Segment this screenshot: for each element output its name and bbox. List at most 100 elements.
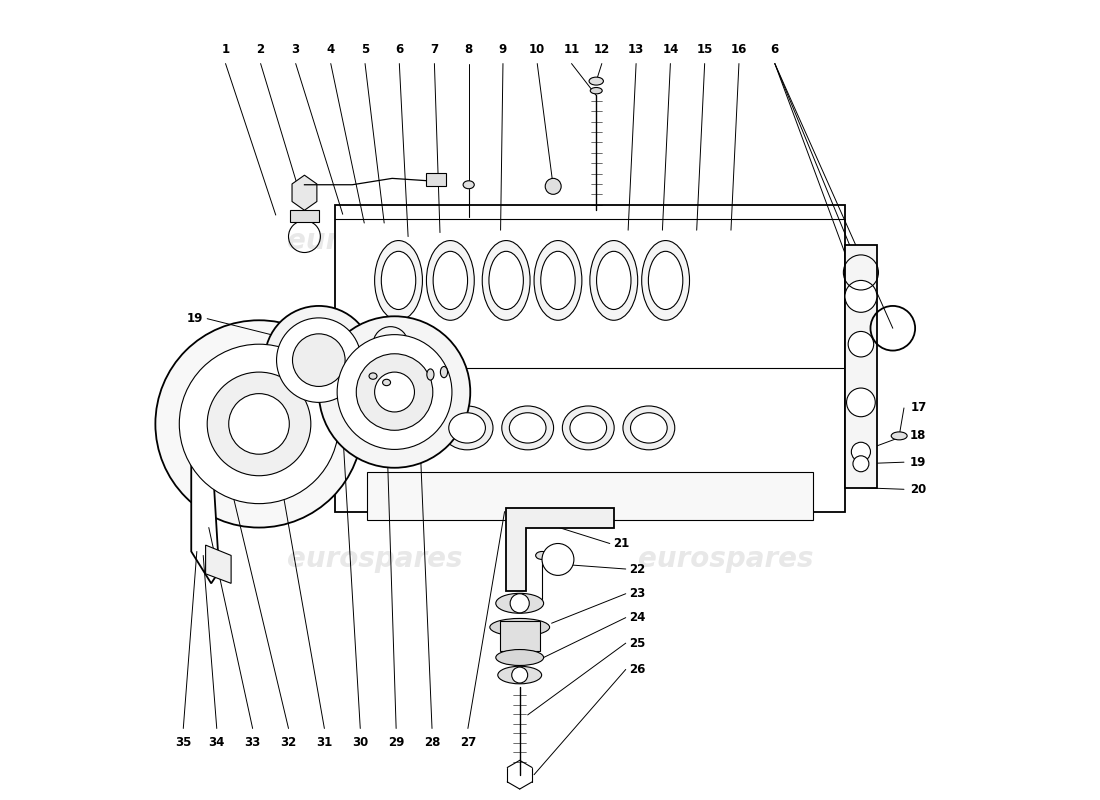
Polygon shape [191, 396, 219, 583]
Ellipse shape [449, 413, 485, 443]
Circle shape [852, 456, 869, 472]
Ellipse shape [388, 413, 425, 443]
Ellipse shape [623, 406, 674, 450]
Ellipse shape [641, 241, 690, 320]
Text: 8: 8 [464, 42, 473, 56]
Ellipse shape [383, 379, 390, 386]
Ellipse shape [375, 241, 422, 320]
Circle shape [337, 334, 452, 450]
Ellipse shape [441, 406, 493, 450]
Ellipse shape [541, 251, 575, 310]
Ellipse shape [502, 406, 553, 450]
Text: 3: 3 [292, 42, 299, 56]
Ellipse shape [648, 251, 683, 310]
Circle shape [510, 594, 529, 613]
Text: 12: 12 [594, 42, 609, 56]
Ellipse shape [433, 251, 468, 310]
Text: 6: 6 [771, 42, 779, 56]
Text: eurospares: eurospares [638, 226, 813, 254]
Ellipse shape [482, 241, 530, 320]
Text: 5: 5 [361, 42, 370, 56]
Text: 35: 35 [175, 736, 191, 750]
Circle shape [293, 334, 345, 386]
Text: 33: 33 [244, 736, 261, 750]
Ellipse shape [496, 650, 543, 666]
Circle shape [155, 320, 363, 527]
Text: 1: 1 [221, 42, 230, 56]
Text: 23: 23 [629, 587, 646, 600]
Circle shape [847, 388, 876, 417]
Bar [366, 472, 813, 519]
Circle shape [207, 372, 311, 476]
Ellipse shape [368, 373, 377, 379]
Text: eurospares: eurospares [287, 546, 462, 574]
Ellipse shape [535, 241, 582, 320]
Text: 25: 25 [629, 637, 646, 650]
Text: 32: 32 [280, 736, 297, 750]
Ellipse shape [381, 406, 432, 450]
Text: 26: 26 [629, 663, 646, 676]
Text: 10: 10 [529, 42, 546, 56]
Circle shape [845, 281, 877, 312]
Bar [426, 173, 446, 186]
Ellipse shape [463, 181, 474, 189]
Ellipse shape [496, 594, 543, 614]
Circle shape [848, 331, 873, 357]
Text: 13: 13 [628, 42, 645, 56]
Circle shape [356, 354, 432, 430]
Ellipse shape [490, 618, 550, 636]
Text: 22: 22 [629, 562, 646, 575]
Ellipse shape [427, 241, 474, 320]
Text: 31: 31 [317, 736, 332, 750]
Circle shape [512, 667, 528, 683]
Bar [290, 210, 319, 222]
Text: 14: 14 [662, 42, 679, 56]
Text: 28: 28 [424, 736, 440, 750]
Circle shape [851, 442, 870, 462]
Text: 16: 16 [730, 42, 747, 56]
Circle shape [179, 344, 339, 504]
Text: 11: 11 [563, 42, 580, 56]
Text: 15: 15 [696, 42, 713, 56]
Circle shape [229, 394, 289, 454]
Text: 27: 27 [460, 736, 476, 750]
Ellipse shape [509, 413, 546, 443]
Text: eurospares: eurospares [638, 546, 813, 574]
Circle shape [276, 318, 361, 402]
Text: 24: 24 [629, 611, 646, 624]
Text: 20: 20 [910, 482, 926, 496]
Ellipse shape [440, 366, 448, 378]
Text: 18: 18 [910, 430, 926, 442]
Ellipse shape [590, 241, 638, 320]
Ellipse shape [562, 406, 614, 450]
Text: eurospares: eurospares [287, 226, 462, 254]
Ellipse shape [536, 551, 549, 559]
Text: 19: 19 [187, 312, 204, 325]
Bar [499, 621, 540, 651]
Text: 2: 2 [256, 42, 265, 56]
Bar [334, 205, 845, 512]
Text: 9: 9 [498, 42, 507, 56]
Circle shape [542, 543, 574, 575]
Text: 17: 17 [910, 402, 926, 414]
Text: 30: 30 [352, 736, 368, 750]
Polygon shape [206, 545, 231, 583]
Circle shape [319, 316, 471, 468]
Circle shape [375, 372, 415, 412]
Ellipse shape [382, 251, 416, 310]
Circle shape [265, 306, 373, 414]
Text: 4: 4 [327, 42, 334, 56]
Ellipse shape [498, 666, 541, 684]
Ellipse shape [590, 77, 604, 85]
Circle shape [546, 178, 561, 194]
Text: 7: 7 [430, 42, 439, 56]
Ellipse shape [570, 413, 606, 443]
Polygon shape [506, 508, 614, 591]
Text: 21: 21 [614, 537, 630, 550]
Ellipse shape [891, 432, 908, 440]
Ellipse shape [630, 413, 668, 443]
Text: 29: 29 [388, 736, 405, 750]
Ellipse shape [488, 251, 524, 310]
Polygon shape [292, 175, 317, 210]
Text: 19: 19 [910, 456, 926, 469]
